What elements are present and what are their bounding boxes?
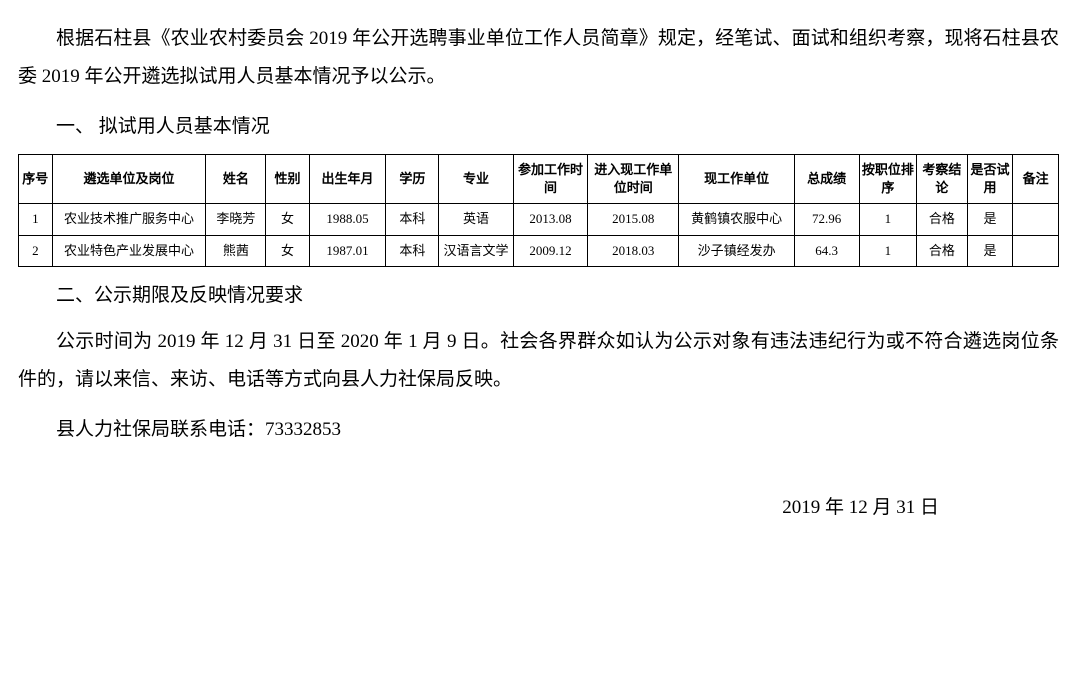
- table-cell: 熊茜: [206, 235, 266, 266]
- signature-date: 2019 年 12 月 31 日: [18, 489, 1059, 527]
- table-cell: 2013.08: [513, 204, 587, 235]
- table-header-cell: 总成绩: [794, 155, 859, 204]
- section-heading-2: 二、公示期限及反映情况要求: [18, 277, 1059, 315]
- section-heading-1: 一、 拟试用人员基本情况: [18, 108, 1059, 146]
- table-cell: 是: [967, 235, 1013, 266]
- table-cell: 1988.05: [309, 204, 386, 235]
- table-cell: 合格: [917, 235, 967, 266]
- table-row: 1农业技术推广服务中心李晓芳女1988.05本科英语2013.082015.08…: [19, 204, 1059, 235]
- table-header-cell: 姓名: [206, 155, 266, 204]
- table-cell: 1: [859, 235, 917, 266]
- table-cell: [1013, 235, 1059, 266]
- table-cell: 沙子镇经发办: [679, 235, 794, 266]
- table-cell: 2: [19, 235, 53, 266]
- table-header-cell: 参加工作时间: [513, 155, 587, 204]
- table-cell: 农业技术推广服务中心: [52, 204, 206, 235]
- table-body: 1农业技术推广服务中心李晓芳女1988.05本科英语2013.082015.08…: [19, 204, 1059, 266]
- table-header-row: 序号遴选单位及岗位姓名性别出生年月学历专业参加工作时间进入现工作单位时间现工作单…: [19, 155, 1059, 204]
- table-cell: 1: [859, 204, 917, 235]
- table-cell: 本科: [386, 235, 439, 266]
- table-cell: 李晓芳: [206, 204, 266, 235]
- table-cell: 女: [266, 204, 309, 235]
- table-cell: 2018.03: [588, 235, 679, 266]
- table-header-cell: 性别: [266, 155, 309, 204]
- table-header-cell: 专业: [439, 155, 513, 204]
- table-cell: [1013, 204, 1059, 235]
- table-cell: 是: [967, 204, 1013, 235]
- table-header-cell: 现工作单位: [679, 155, 794, 204]
- table-cell: 64.3: [794, 235, 859, 266]
- table-header-cell: 备注: [1013, 155, 1059, 204]
- paragraph-notice-period: 公示时间为 2019 年 12 月 31 日至 2020 年 1 月 9 日。社…: [18, 323, 1059, 399]
- table-cell: 2009.12: [513, 235, 587, 266]
- table-cell: 英语: [439, 204, 513, 235]
- table-header-cell: 遴选单位及岗位: [52, 155, 206, 204]
- table-cell: 女: [266, 235, 309, 266]
- table-cell: 黄鹤镇农服中心: [679, 204, 794, 235]
- table-header-cell: 按职位排序: [859, 155, 917, 204]
- table-row: 2农业特色产业发展中心熊茜女1987.01本科汉语言文学2009.122018.…: [19, 235, 1059, 266]
- paragraph-intro: 根据石柱县《农业农村委员会 2019 年公开选聘事业单位工作人员简章》规定，经笔…: [18, 20, 1059, 96]
- table-cell: 汉语言文学: [439, 235, 513, 266]
- table-header-cell: 考察结论: [917, 155, 967, 204]
- table-cell: 72.96: [794, 204, 859, 235]
- personnel-table: 序号遴选单位及岗位姓名性别出生年月学历专业参加工作时间进入现工作单位时间现工作单…: [18, 154, 1059, 267]
- table-cell: 合格: [917, 204, 967, 235]
- table-cell: 农业特色产业发展中心: [52, 235, 206, 266]
- table-cell: 1987.01: [309, 235, 386, 266]
- table-header-cell: 出生年月: [309, 155, 386, 204]
- paragraph-contact: 县人力社保局联系电话：73332853: [18, 411, 1059, 449]
- table-header-cell: 学历: [386, 155, 439, 204]
- table-header-cell: 序号: [19, 155, 53, 204]
- table-header-cell: 进入现工作单位时间: [588, 155, 679, 204]
- table-cell: 1: [19, 204, 53, 235]
- table-cell: 2015.08: [588, 204, 679, 235]
- table-cell: 本科: [386, 204, 439, 235]
- table-header-cell: 是否试用: [967, 155, 1013, 204]
